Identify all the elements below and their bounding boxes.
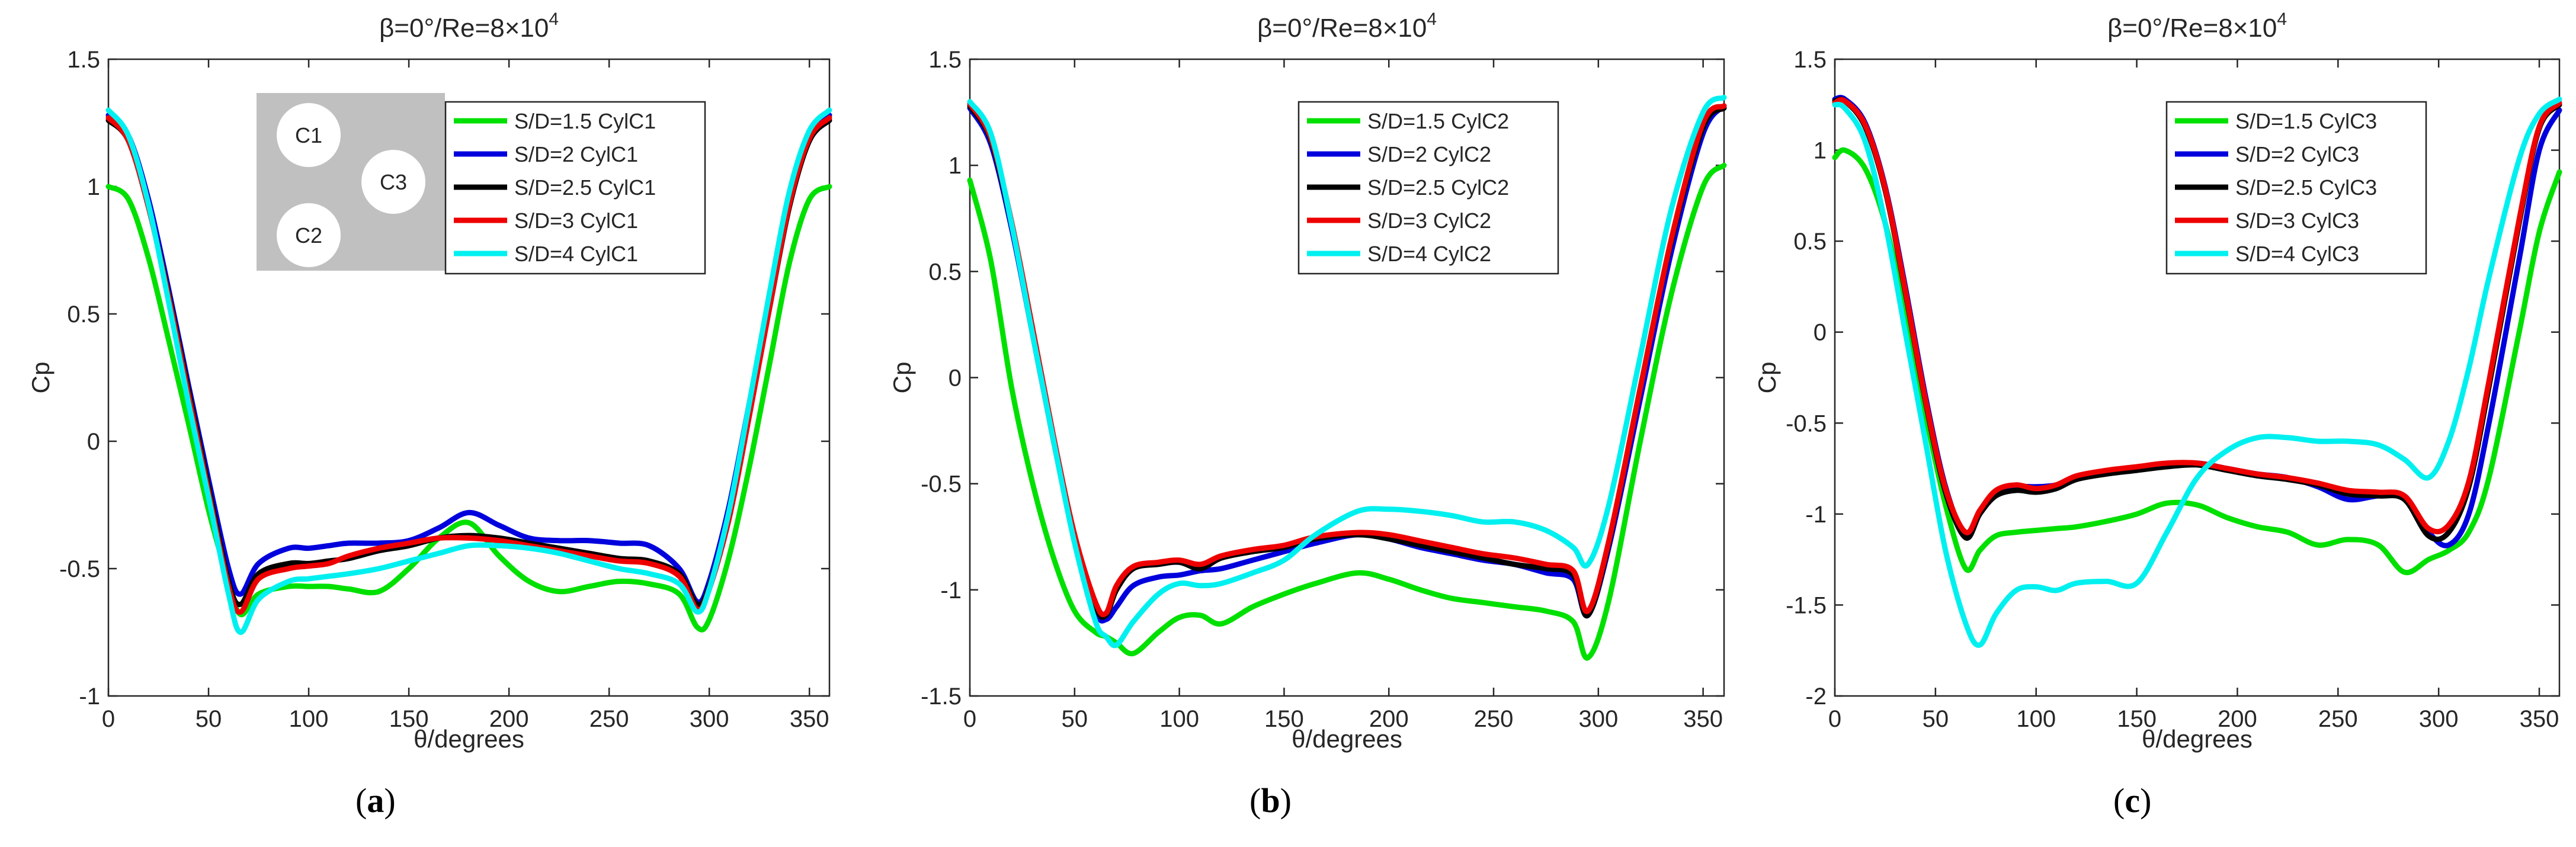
x-tick-label: 0 (102, 706, 115, 732)
legend-label: S/D=2.5 CylC1 (514, 175, 656, 200)
x-tick-label: 150 (389, 706, 429, 732)
x-tick-label: 100 (1159, 706, 1199, 732)
legend-label: S/D=1.5 CylC2 (1367, 109, 1509, 133)
y-tick-label: 0.5 (928, 259, 962, 285)
legend-label: S/D=4 CylC3 (2235, 242, 2359, 266)
y-tick-label: -0.5 (59, 556, 100, 582)
series-line (105, 107, 832, 635)
x-tick-label: 350 (790, 706, 829, 732)
y-axis-label: Cp (1753, 362, 1781, 394)
legend-label: S/D=2 CylC1 (514, 142, 638, 166)
plot-area-frame (1834, 58, 2561, 697)
panel-label-c: (c) (2113, 781, 2152, 820)
chart-title: β=0°/Re=8×104 (1257, 9, 1437, 43)
legend-label: S/D=3 CylC1 (514, 208, 638, 233)
legend-label: S/D=2 CylC2 (1367, 142, 1491, 166)
cylinder-arrangement-inset: C1 C3 C2 (257, 93, 445, 271)
legend-label: S/D=1.5 CylC1 (514, 109, 656, 133)
legend-label: S/D=2 CylC3 (2235, 142, 2359, 166)
x-tick-label: 50 (1062, 706, 1088, 732)
x-tick-label: 200 (489, 706, 529, 732)
x-axis-label: θ/degrees (2142, 725, 2253, 753)
series-line (1832, 97, 2562, 648)
y-tick-label: 1 (1814, 138, 1827, 164)
x-tick-label: 250 (2318, 706, 2358, 732)
legend-label: S/D=2.5 CylC3 (2235, 175, 2377, 200)
y-tick-label: 1.5 (67, 47, 100, 73)
x-tick-label: 200 (2218, 706, 2257, 732)
panel-label-a: (a) (355, 781, 396, 820)
x-tick-label: 200 (1369, 706, 1409, 732)
legend-label: S/D=3 CylC2 (1367, 208, 1491, 233)
y-tick-label: -1 (79, 684, 100, 710)
x-tick-label: 350 (2520, 706, 2559, 732)
chart-title: β=0°/Re=8×104 (2107, 9, 2287, 43)
x-axis-label: θ/degrees (1292, 725, 1402, 753)
series-line (1832, 97, 2562, 535)
x-tick-label: 0 (963, 706, 976, 732)
x-tick-label: 300 (2419, 706, 2459, 732)
legend-label: S/D=4 CylC2 (1367, 242, 1491, 266)
y-tick-label: 0 (949, 365, 962, 392)
chart-panel-a: β=0°/Re=8×104 θ/degrees Cp C1 C3 C2 0 50 1… (27, 9, 832, 753)
series-line (967, 162, 1727, 661)
legend-label: S/D=3 CylC3 (2235, 208, 2359, 233)
x-tick-label: 250 (1474, 706, 1514, 732)
y-tick-label: 0.5 (67, 301, 100, 328)
series-line (1832, 147, 2562, 576)
x-tick-label: 250 (589, 706, 629, 732)
cylinder-c1-circle (277, 103, 341, 167)
y-tick-label: 1 (949, 153, 962, 179)
chart-panel-c: β=0°/Re=8×104 θ/degrees Cp 0 50 100 150 200 2… (1753, 9, 2562, 753)
x-axis-label: θ/degrees (414, 725, 524, 753)
series-line (967, 95, 1727, 649)
y-tick-label: 0 (87, 429, 100, 455)
y-tick-label: 0.5 (1793, 229, 1827, 255)
x-tick-label: 0 (1828, 706, 1841, 732)
cylinder-c3-circle (361, 150, 425, 214)
x-tick-label: 350 (1683, 706, 1723, 732)
cylinder-c2-circle (277, 203, 341, 267)
y-tick-label: 0 (1814, 320, 1827, 346)
plot-area-frame (107, 58, 831, 697)
x-tick-label: 300 (690, 706, 729, 732)
y-tick-label: -2 (1805, 684, 1827, 710)
x-tick-label: 100 (2016, 706, 2056, 732)
cylinder-label: C2 (295, 223, 322, 248)
y-axis-label: Cp (888, 362, 916, 394)
y-tick-label: -1.5 (1786, 592, 1827, 618)
y-tick-label: 1 (87, 174, 100, 200)
legend-label: S/D=1.5 CylC3 (2235, 109, 2377, 133)
legend-label: S/D=2.5 CylC2 (1367, 175, 1509, 200)
y-tick-label: -0.5 (1786, 410, 1827, 437)
y-tick-label: 1.5 (928, 47, 962, 73)
x-tick-label: 150 (1264, 706, 1304, 732)
x-tick-label: 300 (1578, 706, 1618, 732)
y-tick-label: -1 (940, 578, 962, 604)
series-line (105, 184, 832, 633)
cylinder-label: C1 (295, 123, 322, 147)
panel-label-b: (b) (1249, 781, 1292, 820)
y-tick-label: -1.5 (921, 684, 962, 710)
x-tick-label: 50 (1923, 706, 1949, 732)
x-tick-label: 50 (196, 706, 222, 732)
y-tick-label: -0.5 (921, 471, 962, 498)
x-tick-label: 150 (2117, 706, 2157, 732)
x-tick-label: 100 (289, 706, 329, 732)
chart-panel-b: β=0°/Re=8×104 θ/degrees Cp 0 50 100 150 200 2… (888, 9, 1727, 753)
y-tick-label: -1 (1805, 502, 1827, 528)
legend-label: S/D=4 CylC1 (514, 242, 638, 266)
y-tick-label: 1.5 (1793, 47, 1827, 73)
y-axis-label: Cp (27, 362, 55, 394)
cylinder-label: C3 (380, 170, 407, 194)
chart-title: β=0°/Re=8×104 (379, 9, 559, 43)
